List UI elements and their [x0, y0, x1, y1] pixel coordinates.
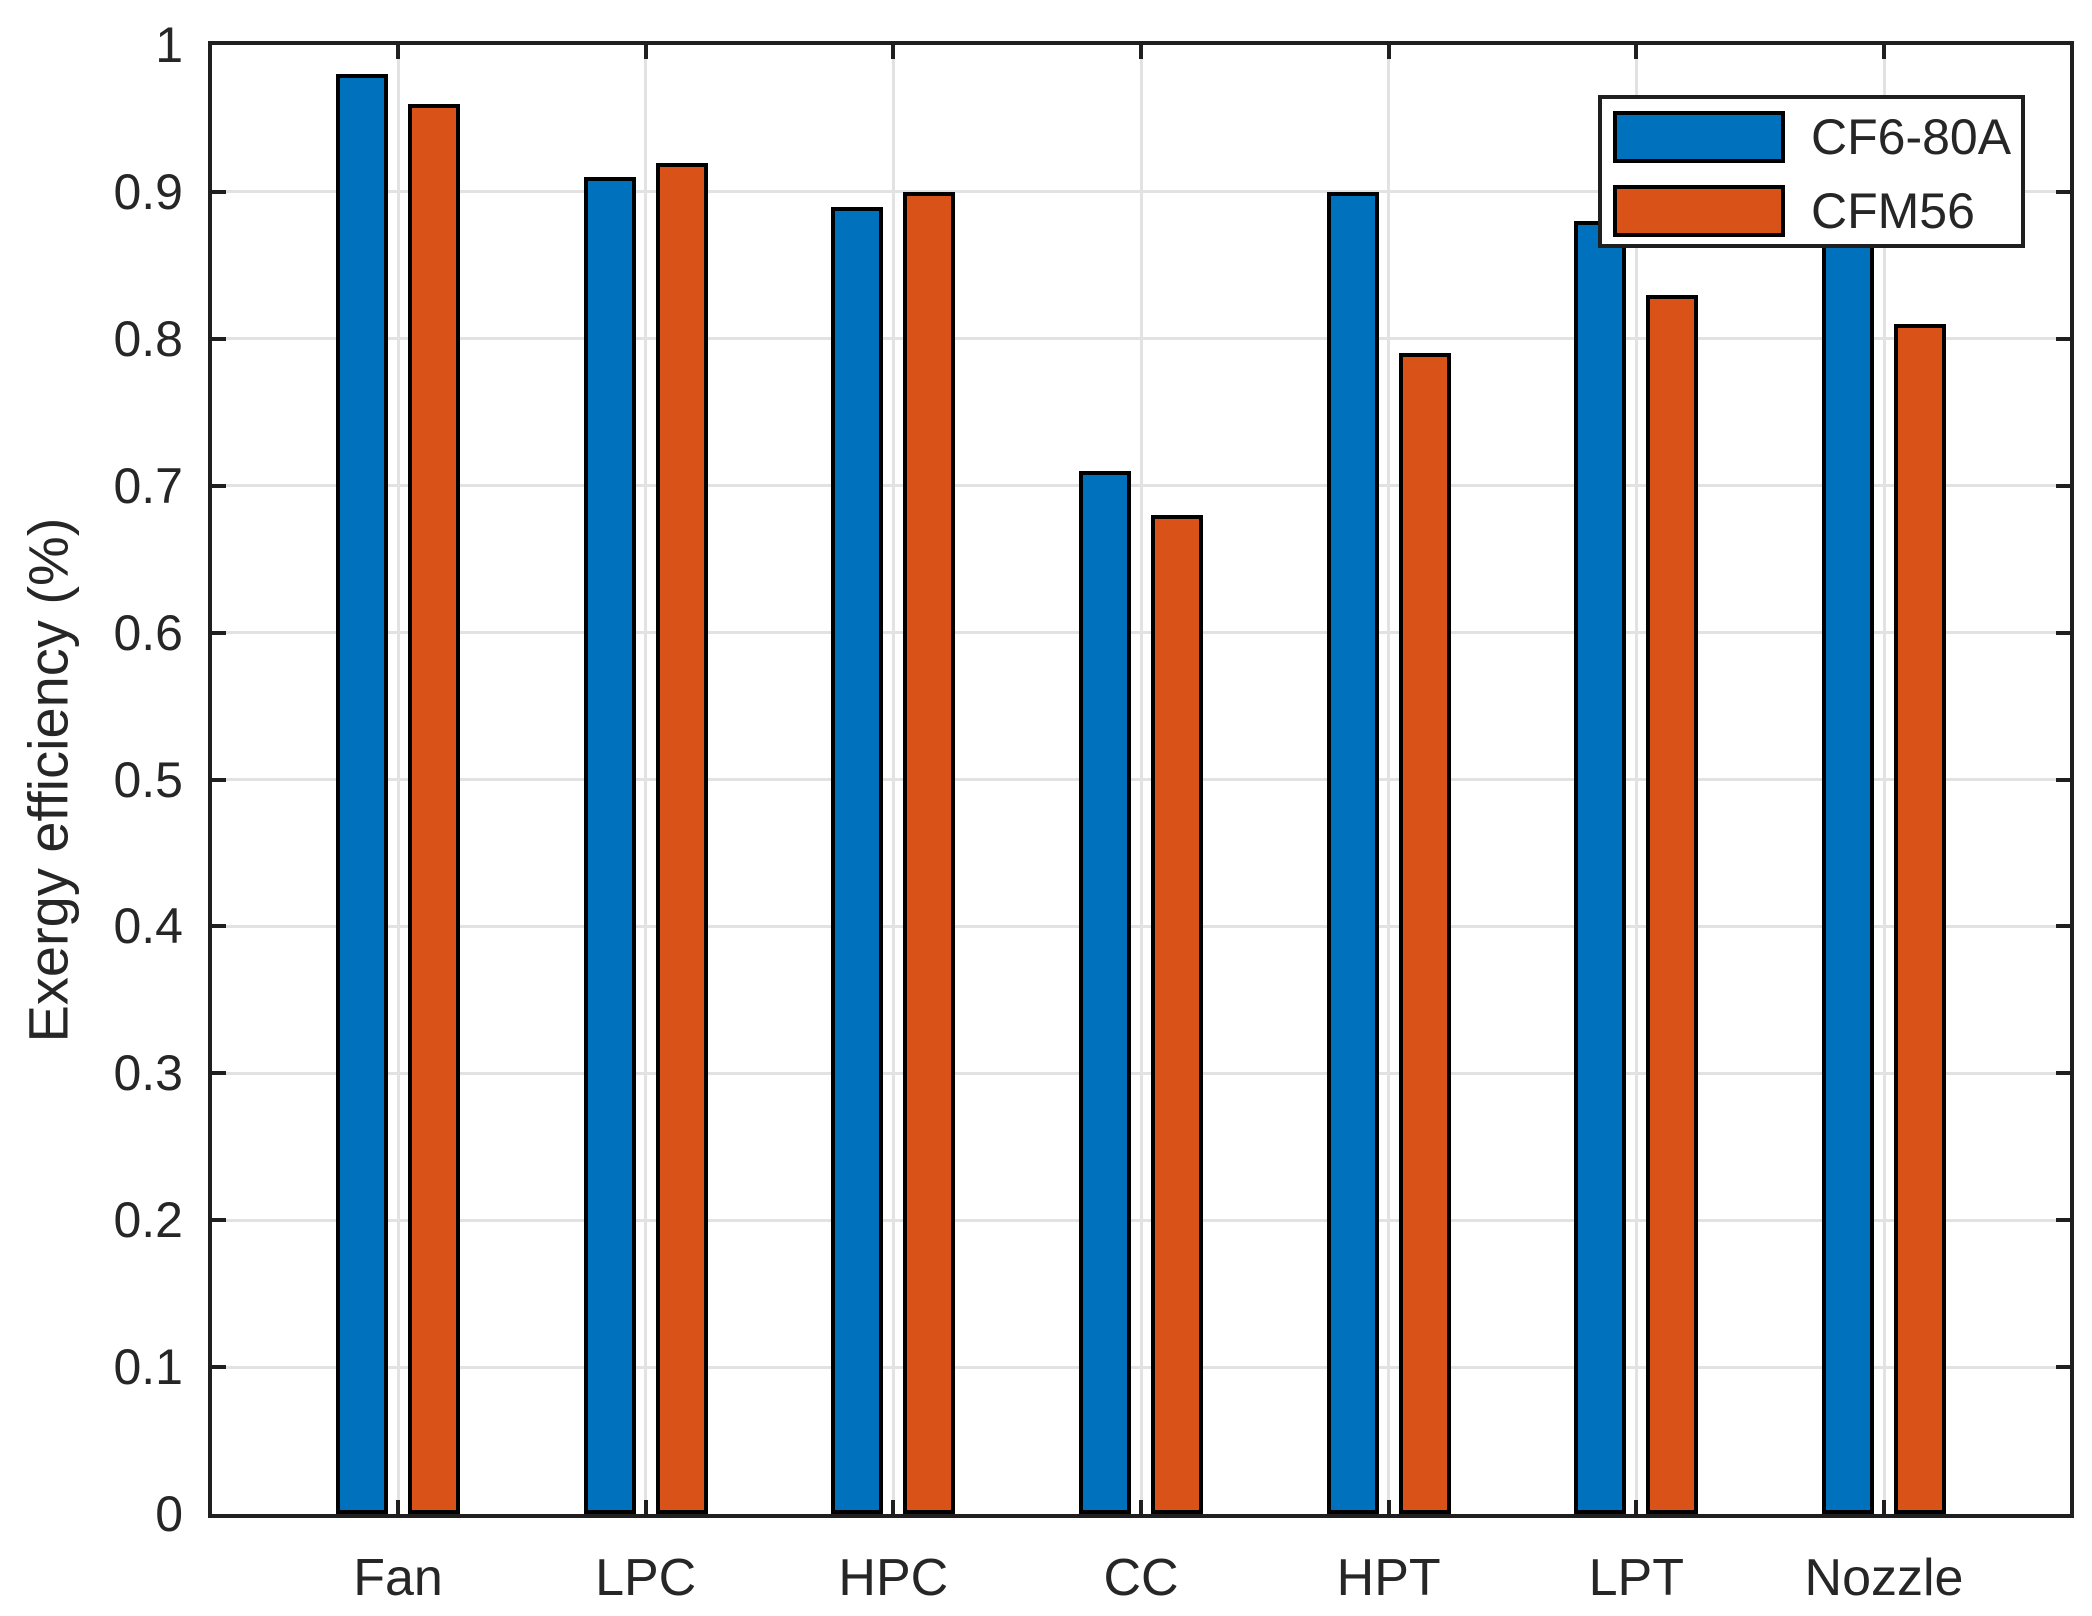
x-tick-top: [1139, 45, 1143, 59]
x-tick-bottom: [1634, 1500, 1639, 1514]
x-tick-bottom: [643, 1500, 648, 1514]
y-tick-right: [2056, 1365, 2070, 1370]
bar-cfm56-hpc: [903, 192, 956, 1514]
y-tick-label: 0.6: [113, 604, 183, 661]
y-tick-label: 0.1: [113, 1339, 183, 1396]
x-tick-bottom: [1386, 1500, 1391, 1514]
y-tick-right: [2056, 189, 2070, 194]
y-tick-label: 1: [155, 17, 183, 73]
x-category-label: CC: [1103, 1549, 1179, 1607]
bar-cfm56-lpt: [1646, 295, 1699, 1514]
legend-label: CFM56: [1811, 183, 1975, 239]
bar-cf6-80a-hpt: [1326, 192, 1379, 1514]
bar-cf6-80a-fan: [336, 74, 388, 1514]
legend-swatch-cf6-80a: [1613, 111, 1785, 163]
bar-cfm56-hpt: [1398, 353, 1451, 1514]
y-tick-right: [2056, 924, 2070, 929]
y-tick-left: [212, 1071, 226, 1076]
bar-cfm56-lpc: [655, 163, 708, 1514]
x-category-label: LPT: [1588, 1549, 1685, 1607]
y-tick-left: [212, 336, 226, 341]
x-tick-bottom: [396, 1500, 400, 1514]
y-tick-label: 0.4: [113, 898, 183, 955]
bar-cf6-80a-cc: [1079, 471, 1131, 1514]
gridline-vertical: [644, 45, 648, 1514]
x-category-label: Nozzle: [1804, 1549, 1964, 1607]
x-tick-bottom: [1882, 1500, 1886, 1514]
y-tick-left: [212, 189, 226, 194]
y-tick-right: [2056, 1071, 2070, 1076]
x-category-label: HPC: [838, 1549, 949, 1607]
legend-entry-cf6-80a: CF6-80A: [1613, 109, 2012, 165]
y-tick-label: 0.2: [113, 1192, 183, 1249]
x-category-label: Fan: [353, 1549, 443, 1607]
x-tick-top: [1634, 45, 1639, 59]
gridline-vertical: [396, 45, 400, 1514]
y-tick-label: 0.3: [113, 1045, 183, 1102]
y-tick-right: [2056, 777, 2070, 782]
y-tick-label: 0: [155, 1486, 183, 1542]
bar-cf6-80a-hpc: [831, 207, 884, 1514]
bar-cf6-80a-lpt: [1574, 221, 1627, 1514]
gridline-vertical: [1387, 45, 1391, 1514]
legend-swatch-cfm56: [1613, 185, 1785, 237]
x-tick-bottom: [891, 1500, 896, 1514]
x-tick-top: [1386, 45, 1391, 59]
y-tick-left: [212, 1218, 226, 1223]
y-tick-right: [2056, 336, 2070, 341]
x-category-label: HPT: [1336, 1549, 1441, 1607]
gridline-vertical: [1634, 45, 1638, 1514]
gridline-vertical: [1882, 45, 1886, 1514]
y-tick-label: 0.5: [113, 751, 183, 808]
x-tick-top: [1882, 45, 1886, 59]
x-tick-top: [643, 45, 648, 59]
x-tick-top: [396, 45, 400, 59]
x-tick-top: [891, 45, 896, 59]
legend-entry-cfm56: CFM56: [1613, 183, 1975, 239]
y-tick-label: 0.7: [113, 457, 183, 514]
bar-cf6-80a-nozzle: [1822, 192, 1874, 1514]
gridline-vertical: [891, 45, 895, 1514]
y-tick-left: [212, 1365, 226, 1370]
legend: CF6-80A CFM56: [1598, 95, 2025, 248]
bar-cf6-80a-lpc: [583, 177, 636, 1514]
y-tick-left: [212, 630, 226, 635]
y-tick-left: [212, 483, 226, 488]
x-category-label: LPC: [595, 1549, 697, 1607]
legend-label: CF6-80A: [1811, 109, 2012, 165]
y-tick-right: [2056, 1218, 2070, 1223]
y-tick-right: [2056, 483, 2070, 488]
bar-cfm56-cc: [1151, 515, 1203, 1514]
y-tick-left: [212, 777, 226, 782]
bar-cfm56-fan: [408, 104, 460, 1514]
plot-area: [208, 41, 2074, 1518]
bar-cfm56-nozzle: [1894, 324, 1946, 1514]
y-tick-left: [212, 924, 226, 929]
y-tick-right: [2056, 630, 2070, 635]
y-tick-label: 0.8: [113, 310, 183, 367]
y-tick-label: 0.9: [113, 163, 183, 220]
gridline-vertical: [1139, 45, 1143, 1514]
x-tick-bottom: [1139, 1500, 1143, 1514]
